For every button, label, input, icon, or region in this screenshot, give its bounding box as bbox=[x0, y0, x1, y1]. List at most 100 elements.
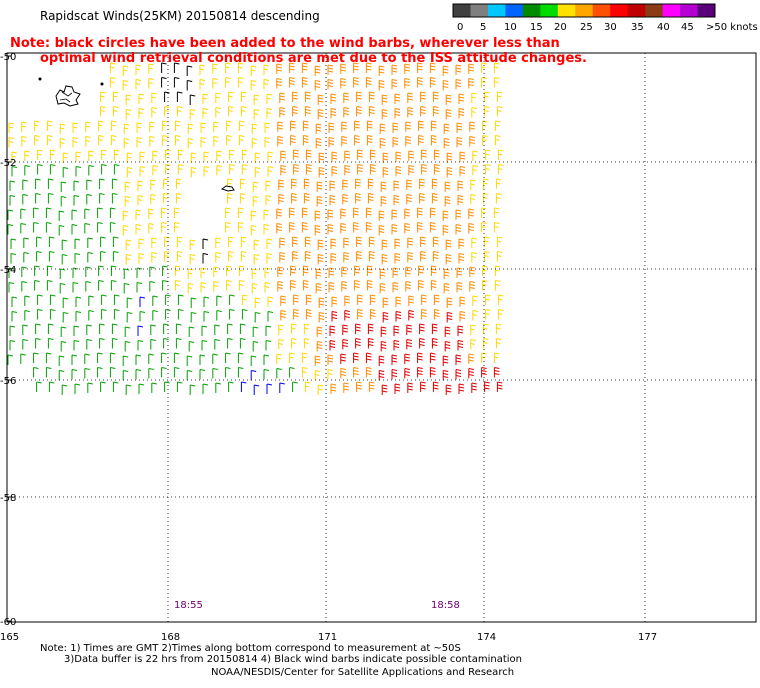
wind-barb bbox=[445, 384, 452, 395]
wind-barb bbox=[71, 209, 78, 220]
wind-barb bbox=[471, 382, 477, 393]
wind-barb bbox=[290, 265, 296, 276]
wind-barb bbox=[355, 323, 361, 334]
wind-barb bbox=[316, 181, 323, 192]
wind-barb bbox=[381, 384, 388, 395]
wind-barb bbox=[264, 137, 271, 148]
wind-barb bbox=[113, 164, 120, 175]
wind-barb bbox=[457, 195, 464, 206]
wind-barb bbox=[318, 297, 325, 308]
wind-barb bbox=[368, 251, 375, 262]
wind-barb bbox=[468, 353, 474, 364]
wind-barb bbox=[264, 122, 271, 133]
wind-barb bbox=[214, 339, 220, 350]
wind-barb bbox=[291, 323, 297, 334]
wind-barb bbox=[213, 136, 219, 147]
wind-barb bbox=[497, 149, 504, 160]
wind-barb bbox=[100, 236, 106, 247]
wind-barb bbox=[458, 238, 465, 249]
wind-barb bbox=[225, 367, 231, 378]
wind-barb bbox=[203, 166, 210, 177]
wind-barb bbox=[340, 223, 346, 234]
wind-barb bbox=[344, 310, 350, 321]
wind-barb bbox=[279, 107, 285, 118]
wind-barb bbox=[177, 309, 184, 320]
wind-barb bbox=[302, 120, 309, 131]
wind-barb bbox=[189, 254, 196, 265]
legend-label: >50 knots bbox=[706, 22, 758, 33]
wind-barb bbox=[135, 354, 142, 365]
wind-barb bbox=[395, 151, 402, 162]
wind-barb bbox=[263, 354, 270, 365]
wind-barb bbox=[37, 149, 43, 160]
wind-barb bbox=[136, 137, 143, 148]
wind-barb bbox=[304, 236, 311, 247]
wind-barb bbox=[443, 283, 450, 294]
wind-barb bbox=[228, 106, 234, 117]
legend-label: 15 bbox=[530, 22, 543, 33]
wind-barb bbox=[315, 123, 322, 134]
wind-barb bbox=[485, 164, 491, 175]
wind-barb bbox=[442, 65, 449, 76]
wind-barb bbox=[72, 282, 79, 293]
wind-barb bbox=[497, 164, 504, 175]
wind-barb bbox=[267, 296, 274, 307]
wind-barb bbox=[190, 152, 197, 163]
wind-barb bbox=[8, 282, 15, 293]
wind-barb bbox=[469, 281, 475, 292]
legend-label: 5 bbox=[480, 22, 486, 33]
wind-barb bbox=[302, 135, 309, 146]
wind-barb bbox=[101, 164, 107, 175]
wind-barb bbox=[496, 91, 503, 102]
legend-swatch bbox=[697, 4, 716, 17]
wind-barb bbox=[60, 341, 67, 352]
wind-barb bbox=[110, 265, 117, 276]
wind-barb bbox=[468, 223, 474, 234]
wind-barb bbox=[22, 339, 28, 350]
wind-barb bbox=[161, 367, 167, 378]
wind-barb bbox=[35, 178, 41, 189]
wind-barb bbox=[304, 381, 311, 392]
wind-barb bbox=[229, 309, 235, 320]
wind-barb bbox=[125, 239, 132, 250]
wind-barb bbox=[421, 164, 427, 175]
wind-barb bbox=[226, 120, 232, 131]
wind-barb bbox=[37, 164, 43, 175]
wind-barb bbox=[173, 367, 180, 378]
wind-barb bbox=[443, 268, 450, 279]
wind-barb bbox=[265, 325, 272, 336]
wind-barb bbox=[393, 325, 400, 336]
map-title: Rapidscat Winds(25KM) 20150814 descendin… bbox=[40, 9, 320, 23]
wind-barb bbox=[112, 251, 119, 262]
wind-barb bbox=[97, 352, 103, 363]
time-label-2: 18:58 bbox=[431, 600, 460, 611]
legend-swatch bbox=[487, 4, 506, 17]
wind-barb bbox=[58, 210, 65, 221]
wind-barb bbox=[356, 236, 362, 247]
wind-barb bbox=[432, 381, 439, 392]
wind-barb bbox=[394, 108, 401, 119]
wind-barb bbox=[446, 312, 453, 323]
wind-barb bbox=[187, 283, 194, 294]
wind-barb bbox=[481, 62, 487, 73]
wind-barb bbox=[61, 239, 68, 250]
wind-barb bbox=[100, 91, 106, 102]
wind-barb bbox=[99, 178, 105, 189]
wind-barb bbox=[380, 341, 387, 352]
wind-barb bbox=[47, 193, 54, 204]
wind-barb bbox=[493, 62, 500, 73]
wind-barb bbox=[72, 137, 79, 148]
wind-barb bbox=[280, 295, 286, 306]
wind-barb bbox=[266, 108, 273, 119]
wind-barb bbox=[86, 194, 92, 205]
wind-barb bbox=[327, 224, 334, 235]
wind-barb bbox=[418, 120, 424, 131]
wind-barb bbox=[251, 138, 258, 149]
wind-barb bbox=[21, 281, 27, 292]
wind-barb bbox=[8, 137, 15, 148]
wind-barb bbox=[152, 165, 158, 176]
wind-barb bbox=[369, 309, 376, 320]
wind-barb bbox=[48, 251, 55, 262]
wind-barb bbox=[367, 178, 374, 189]
